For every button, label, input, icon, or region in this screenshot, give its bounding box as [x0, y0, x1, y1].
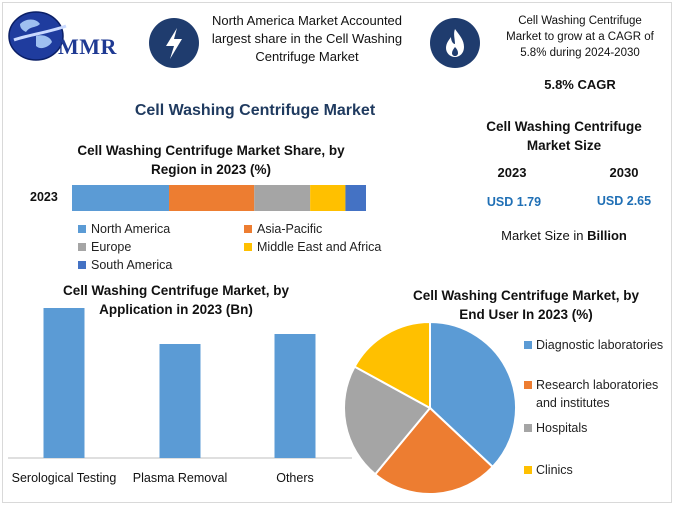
enduser-pie-chart [343, 320, 517, 495]
market-size-value-2030: USD 2.65 [596, 194, 652, 208]
region-segment-europe [254, 185, 311, 211]
legend-label: Clinics [536, 463, 573, 477]
market-size-value-2023: USD 1.79 [486, 195, 542, 209]
main-title: Cell Washing Centrifuge Market [134, 102, 376, 119]
market-size-footer-unit: Billion [587, 228, 627, 243]
legend-swatch [78, 261, 86, 269]
legend-label: Middle East and Africa [257, 240, 382, 254]
legend-label: Europe [91, 240, 132, 254]
enduser-legend-item-research-laboratories-and-institutes: Research laboratories and institutes [524, 376, 672, 412]
banner-north-america: North America Market Accounted largest s… [211, 13, 403, 64]
region-legend-item-middle-east-and-africa: Middle East and Africa [244, 240, 381, 254]
flame-icon [430, 18, 480, 68]
application-x-label-plasma-removal: Plasma Removal [132, 471, 228, 485]
application-bar-serological-testing [43, 308, 85, 458]
legend-label: South America [91, 258, 173, 272]
region-legend-item-north-america: North America [78, 222, 170, 236]
banner-cagr: Cell Washing Centrifuge Market to grow a… [506, 15, 654, 59]
application-bar-plasma-removal [159, 344, 201, 458]
pie-slice-hospitals [343, 365, 432, 476]
legend-swatch [524, 341, 532, 349]
legend-swatch [78, 225, 86, 233]
region-legend-item-south-america: South America [78, 258, 172, 272]
cagr-value: 5.8% CAGR [544, 77, 616, 92]
lightning-icon [149, 18, 199, 68]
market-size-year-2030: 2030 [609, 165, 639, 180]
application-x-label-serological-testing: Serological Testing [11, 471, 117, 485]
enduser-legend-item-clinics: Clinics [524, 461, 672, 479]
pie-slice-research-laboratories-and-institutes [373, 406, 495, 495]
legend-label: Asia-Pacific [257, 222, 323, 236]
application-bar-others [274, 334, 316, 458]
legend-label: North America [91, 222, 171, 236]
enduser-legend-item-diagnostic-laboratories: Diagnostic laboratories [524, 336, 672, 354]
market-size-title: Cell Washing Centrifuge Market Size [486, 119, 642, 153]
legend-swatch [78, 243, 86, 251]
market-size-footer: Market Size in Billion [478, 228, 650, 243]
region-segment-asia-pacific [169, 185, 255, 211]
region-legend-item-asia-pacific: Asia-Pacific [244, 222, 322, 236]
pie-slice-diagnostic-laboratories [429, 320, 517, 469]
region-segment-south-america [345, 185, 366, 211]
legend-swatch [524, 381, 532, 389]
market-size-footer-prefix: Market Size in [501, 228, 588, 243]
application-x-label-others: Others [276, 471, 314, 485]
region-category-label: 2023 [30, 190, 58, 204]
legend-label: Hospitals [536, 421, 588, 435]
legend-label: Research laboratories and institutes [536, 378, 659, 410]
region-chart-title: Cell Washing Centrifuge Market Share, by… [77, 143, 345, 177]
legend-label: Diagnostic laboratories [536, 338, 664, 352]
pie-slice-clinics [353, 320, 431, 410]
logo-text: MMR [58, 34, 117, 59]
globe-icon [8, 11, 67, 61]
legend-swatch [244, 243, 252, 251]
application-bar-chart [8, 308, 352, 459]
region-segment-middle-east-and-africa [310, 185, 346, 211]
region-segment-north-america [72, 185, 170, 211]
region-stacked-bar [72, 185, 366, 211]
legend-swatch [524, 466, 532, 474]
application-chart-title: Cell Washing Centrifuge Market, by Appli… [62, 283, 290, 317]
legend-swatch [524, 424, 532, 432]
page-frame [2, 2, 672, 503]
region-legend-item-europe: Europe [78, 240, 131, 254]
enduser-legend-item-hospitals: Hospitals [524, 419, 672, 437]
enduser-chart-title: Cell Washing Centrifuge Market, by End U… [412, 288, 640, 322]
legend-swatch [244, 225, 252, 233]
market-size-year-2023: 2023 [497, 165, 527, 180]
